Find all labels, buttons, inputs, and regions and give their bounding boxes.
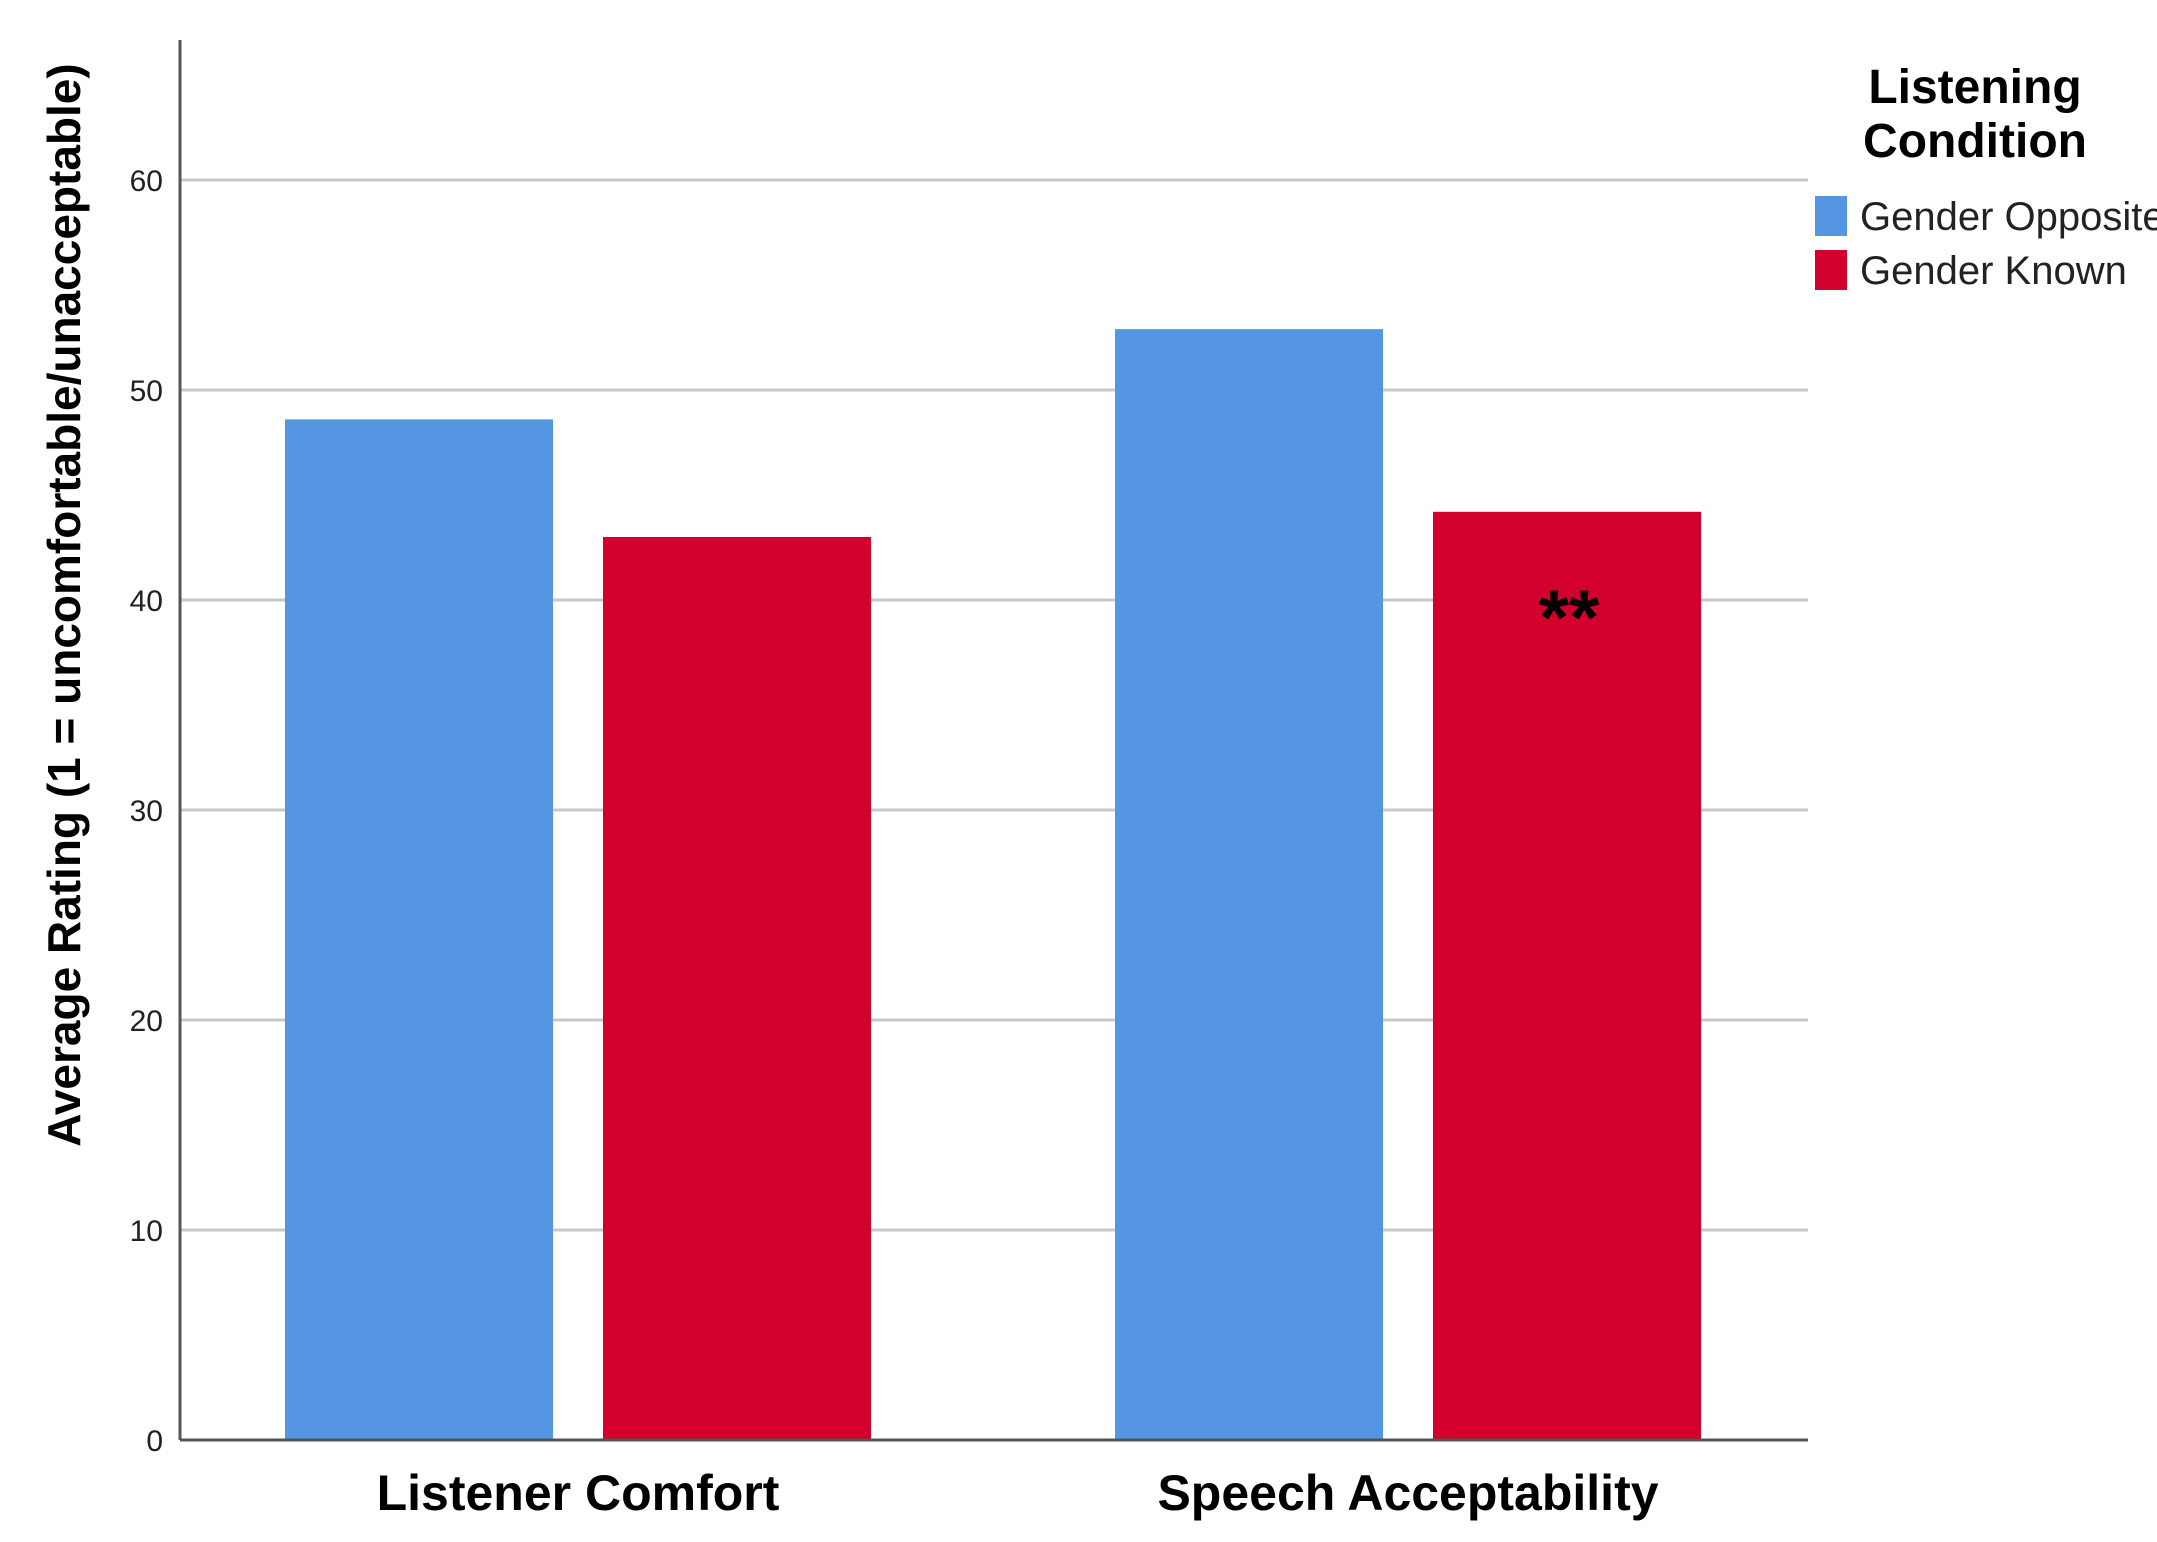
legend-label: Gender Known: [1860, 249, 2127, 293]
legend-swatch: [1815, 196, 1847, 236]
y-tick-label: 30: [130, 795, 163, 828]
legend-swatch: [1815, 250, 1847, 290]
y-tick-label: 40: [130, 585, 163, 618]
y-tick-label: 60: [130, 165, 163, 198]
y-tick-labels: 0 10 20 30 40 50 60: [130, 165, 163, 1458]
y-tick-label: 10: [130, 1215, 163, 1248]
bars: [285, 329, 1701, 1441]
legend-label: Gender Opposite: [1860, 195, 2157, 239]
category-label: Listener Comfort: [377, 1465, 780, 1521]
legend-items: Gender Opposite Gender Known: [1815, 195, 2157, 293]
y-tick-label: 50: [130, 375, 163, 408]
y-tick-label: 0: [146, 1425, 163, 1458]
bar: [1115, 329, 1383, 1441]
y-axis-title: Average Rating (1 = uncomfortable/unacce…: [38, 63, 90, 1146]
legend-title-line2: Condition: [1863, 115, 2087, 168]
category-labels: Listener Comfort Speech Acceptability: [377, 1465, 1659, 1521]
bar: [603, 537, 871, 1440]
significance-annotation: **: [1539, 573, 1600, 661]
legend-title-line1: Listening: [1868, 61, 2081, 114]
y-tick-label: 20: [130, 1005, 163, 1038]
category-label: Speech Acceptability: [1157, 1465, 1658, 1521]
bar: [285, 419, 553, 1440]
legend: Listening Condition Gender OppositeGende…: [1815, 61, 2157, 293]
bar: [1433, 511, 1701, 1440]
annotations: **: [1539, 573, 1600, 661]
axes: [178, 40, 1808, 1442]
